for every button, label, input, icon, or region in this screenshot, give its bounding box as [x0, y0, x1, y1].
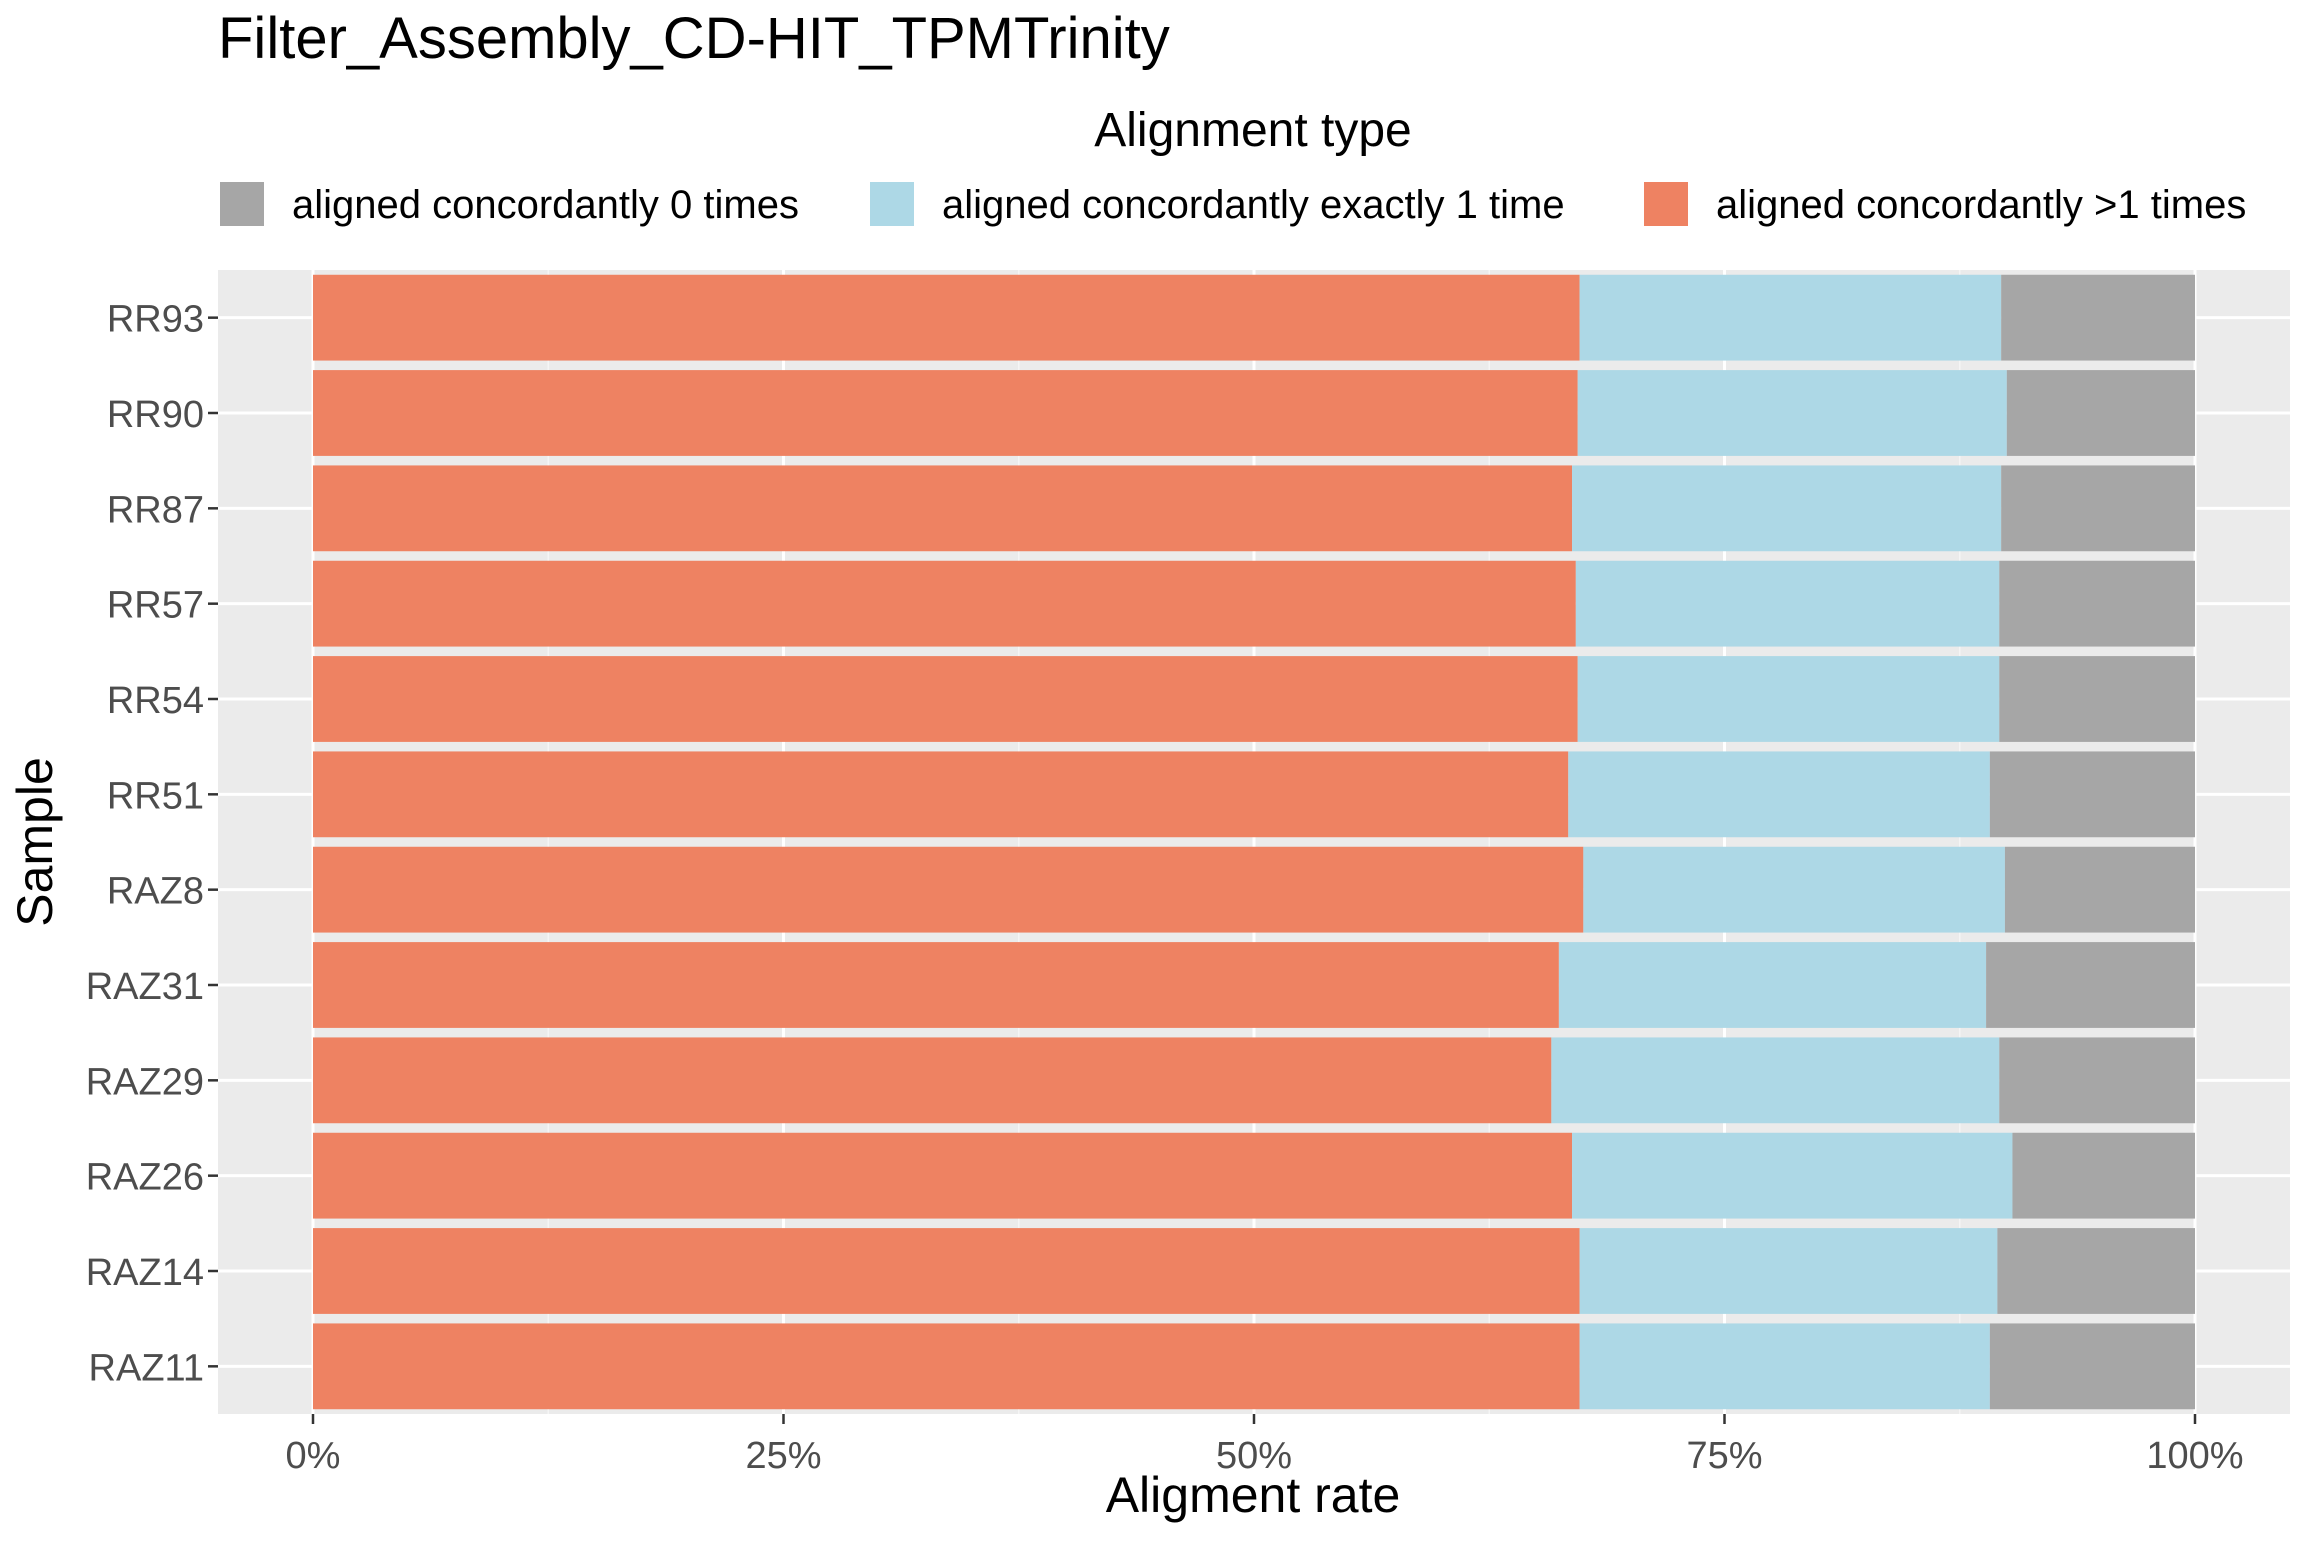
- x-tick-label: 0%: [286, 1435, 341, 1477]
- legend-key: [220, 182, 264, 226]
- bar-rr93-series-1: [1579, 274, 2002, 361]
- bar-raz29-series-1: [1551, 1037, 2000, 1124]
- bar-rr93-series-0: [313, 274, 1580, 361]
- y-tick-label: RR51: [107, 775, 204, 817]
- chart-title: Filter_Assembly_CD-HIT_TPMTrinity: [218, 6, 1170, 71]
- y-tick-label: RAZ31: [86, 966, 204, 1008]
- legend-key: [870, 182, 914, 226]
- bar-rr51-series-1: [1568, 751, 1990, 838]
- y-tick-label: RR54: [107, 680, 204, 722]
- legend-title: Alignment type: [1094, 104, 1412, 157]
- bar-rr90-series-2: [2006, 370, 2195, 456]
- x-axis-title: Aligment rate: [1106, 1467, 1401, 1523]
- bar-raz14-series-2: [1997, 1228, 2195, 1314]
- bar-rr87-series-2: [2001, 465, 2195, 552]
- bar-raz14-series-1: [1579, 1228, 1998, 1314]
- bar-rr87-series-0: [313, 465, 1573, 552]
- bar-raz11-series-1: [1579, 1323, 1990, 1410]
- x-tick-label: 75%: [1686, 1435, 1762, 1477]
- bar-rr57-series-0: [313, 560, 1576, 647]
- y-tick-label: RR93: [107, 299, 204, 341]
- bar-raz11-series-0: [313, 1323, 1580, 1410]
- legend: aligned concordantly 0 times aligned conc…: [220, 182, 2246, 227]
- bar-rr54-series-1: [1577, 656, 2000, 742]
- x-tick-label: 100%: [2146, 1435, 2243, 1477]
- bar-raz11-series-2: [1989, 1323, 2195, 1410]
- bar-raz26-series-2: [2012, 1132, 2195, 1219]
- y-tick-label: RAZ14: [86, 1252, 204, 1294]
- bar-raz29-series-2: [1999, 1037, 2195, 1124]
- y-tick-label: RR90: [107, 394, 204, 436]
- bar-raz8-series-1: [1583, 846, 2005, 933]
- bars: [313, 274, 2195, 1410]
- y-axis-title: Sample: [7, 757, 63, 927]
- bar-raz31-series-2: [1986, 942, 2195, 1028]
- bar-rr90-series-0: [313, 370, 1578, 456]
- bar-rr57-series-2: [1999, 560, 2195, 647]
- bar-raz31-series-0: [313, 942, 1559, 1028]
- y-tick-label: RAZ29: [86, 1061, 204, 1103]
- x-tick-label: 50%: [1216, 1435, 1292, 1477]
- y-tick-label: RR87: [107, 489, 204, 531]
- bar-rr93-series-2: [2001, 274, 2195, 361]
- y-tick-label: RAZ11: [89, 1347, 204, 1389]
- bar-raz26-series-1: [1572, 1132, 2013, 1219]
- bar-rr51-series-0: [313, 751, 1569, 838]
- bar-raz8-series-0: [313, 846, 1584, 933]
- bar-rr51-series-2: [1989, 751, 2195, 838]
- bar-raz26-series-0: [313, 1132, 1573, 1219]
- y-tick-label: RAZ26: [86, 1157, 204, 1199]
- legend-label: aligned concordantly 0 times: [292, 183, 799, 227]
- bar-rr54-series-2: [1999, 656, 2195, 742]
- legend-label: aligned concordantly exactly 1 time: [942, 183, 1565, 227]
- legend-label: aligned concordantly >1 times: [1716, 183, 2246, 227]
- y-tick-label: RAZ8: [107, 871, 204, 913]
- bar-raz8-series-2: [2004, 846, 2195, 933]
- bar-raz29-series-0: [313, 1037, 1552, 1124]
- bar-rr90-series-1: [1577, 370, 2007, 456]
- bar-raz14-series-0: [313, 1228, 1580, 1314]
- legend-key: [1644, 182, 1688, 226]
- bar-raz31-series-1: [1558, 942, 1987, 1028]
- bar-rr54-series-0: [313, 656, 1578, 742]
- y-axis: RR93 RR90 RR87 RR57 RR54 RR51 RAZ8 RAZ31 RAZ29 RA…: [86, 299, 218, 1389]
- bar-rr87-series-1: [1572, 465, 2002, 552]
- x-tick-label: 25%: [745, 1435, 821, 1477]
- y-tick-label: RR57: [107, 585, 204, 627]
- bar-rr57-series-1: [1575, 560, 2000, 647]
- x-axis: 0% 25% 50% 75% 100%: [286, 1414, 2244, 1477]
